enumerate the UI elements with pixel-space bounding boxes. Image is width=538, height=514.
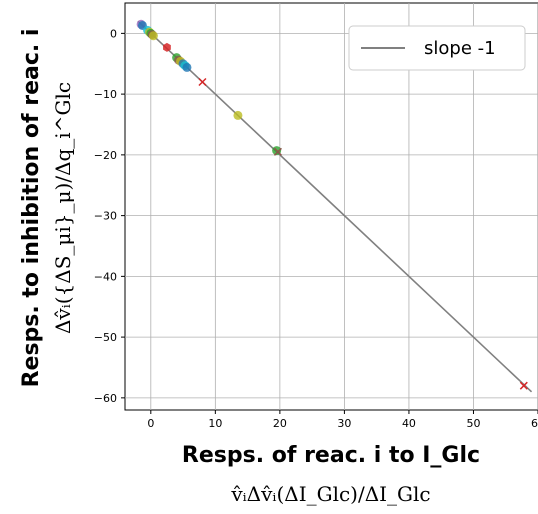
x-ticks: 0 10 20 30 40 50 60 (147, 410, 538, 430)
data-point (198, 77, 207, 87)
legend-label: slope -1 (424, 38, 496, 59)
y-tick-label: −30 (94, 210, 117, 223)
y-tick-label: −40 (94, 270, 117, 283)
data-point (182, 62, 192, 72)
x-tick-label: 40 (402, 417, 416, 430)
data-point (233, 110, 243, 120)
data-point (163, 42, 171, 52)
x-tick-label: 60 (531, 417, 538, 430)
y-tick-label: −50 (94, 331, 117, 344)
x-tick-label: 10 (208, 417, 222, 430)
y-ticks: 0 −10 −20 −30 −40 −50 −60 (94, 27, 125, 405)
x-tick-label: 20 (273, 417, 287, 430)
legend-box (348, 25, 526, 71)
y-tick-label: −10 (94, 88, 117, 101)
grid (125, 3, 538, 410)
y-axis-label-line2: Δv̂ᵢ({ΔS_μi}_μ)/Δq_i^Glc (51, 82, 75, 334)
x-tick-label: 30 (337, 417, 351, 430)
data-points (136, 19, 528, 390)
y-axis-label-line1: Resps. to inhibition of reac. i (19, 29, 44, 388)
x-tick-label: 50 (466, 417, 480, 430)
y-tick-label: −60 (94, 392, 117, 405)
data-point (519, 381, 528, 390)
plot-area (124, 2, 538, 411)
data-point (273, 147, 282, 156)
x-axis-label-line1: Resps. of reac. i to I_Glc (182, 443, 480, 468)
y-tick-label: 0 (110, 27, 117, 40)
x-axis-label-line2: v̂ᵢΔv̂ᵢ(ΔI_Glc)/ΔI_Glc (230, 482, 430, 506)
x-tick-label: 0 (147, 417, 154, 430)
legend: slope -1 (348, 25, 526, 71)
y-tick-label: −20 (94, 149, 117, 162)
data-point (148, 31, 158, 41)
